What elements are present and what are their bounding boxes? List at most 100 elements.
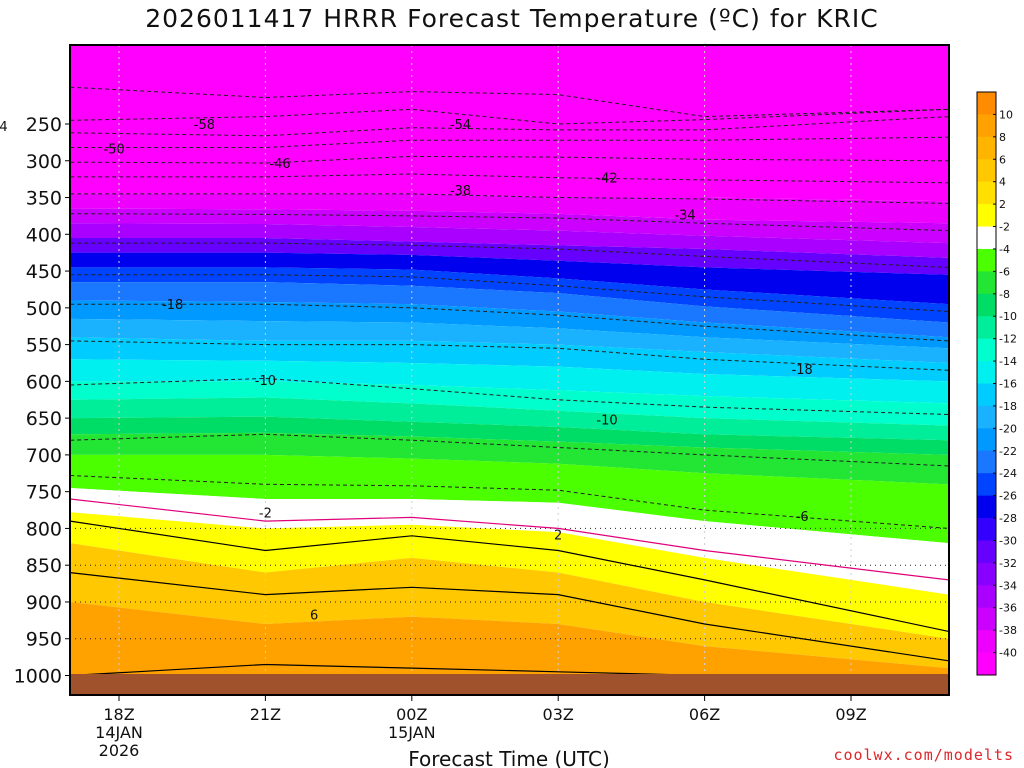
temperature-band <box>70 381 949 426</box>
temperature-band <box>70 359 949 404</box>
temperature-band <box>70 512 949 639</box>
colorbar-swatch <box>977 630 996 654</box>
temperature-band <box>70 237 949 275</box>
colorbar-swatch <box>977 405 996 429</box>
colorbar-swatch <box>977 293 996 317</box>
contour-label: -34 <box>674 208 695 223</box>
contour-line <box>70 155 949 164</box>
x-axis-title: Forecast Time (UTC) <box>408 747 610 768</box>
colorbar-label: 4 <box>999 176 1006 189</box>
colorbar-swatch <box>977 562 996 586</box>
temperature-band <box>70 252 949 305</box>
temperature-band <box>70 208 949 244</box>
colorbar-swatch <box>977 495 996 519</box>
surface-ground <box>70 674 949 695</box>
contour-label: -18 <box>162 298 183 313</box>
colorbar-swatch <box>977 338 996 362</box>
colorbar-label: -24 <box>999 467 1017 480</box>
contour-label: -46 <box>269 157 290 172</box>
colorbar-label: -8 <box>999 288 1010 301</box>
y-tick-label: 850 <box>26 555 62 577</box>
contour-line <box>70 303 949 342</box>
temperature-band <box>70 223 949 258</box>
contour-label: -50 <box>104 142 125 157</box>
contour-label: -58 <box>194 118 215 133</box>
y-axis: 250 300 350 400 450 500 550 600 650 700 750 800 850 9… <box>14 114 70 688</box>
temperature-band <box>70 318 949 363</box>
colorbar-label: -14 <box>999 355 1017 368</box>
colorbar-swatch <box>977 159 996 183</box>
colorbar-label: 2 <box>999 198 1006 211</box>
contour-label: 6 <box>310 608 318 623</box>
contour-line <box>70 340 949 371</box>
plot-frame <box>69 44 950 696</box>
colorbar-swatch <box>977 92 996 115</box>
temperature-band <box>70 416 949 455</box>
y-tick-label: 500 <box>26 298 62 320</box>
contour-line <box>70 475 949 529</box>
contour-label: -6 <box>796 510 809 525</box>
contour-label: -10 <box>596 414 617 429</box>
contour-line <box>70 86 949 118</box>
contour-label: -54 <box>0 120 8 135</box>
x-tick-label: 18Z <box>103 705 134 724</box>
colorbar-label: -10 <box>999 310 1017 323</box>
colorbar-swatch <box>977 114 996 138</box>
colorbar-label: -34 <box>999 579 1017 592</box>
y-tick-label: 300 <box>26 151 62 173</box>
temperature-band <box>70 397 949 441</box>
temperature-band <box>70 282 949 338</box>
contour-label: 2 <box>554 528 562 543</box>
colorbar-label: -28 <box>999 512 1017 525</box>
y-tick-label: 800 <box>26 518 62 540</box>
contour-line <box>70 193 949 204</box>
temperature-band <box>70 543 949 669</box>
temperature-band <box>70 432 949 485</box>
y-tick-label: 650 <box>26 408 62 430</box>
x-tick-label: 09Z <box>835 705 866 724</box>
contour-label: -18 <box>792 363 813 378</box>
x-tick-date: 14JAN <box>95 723 143 742</box>
contour-line <box>70 116 949 137</box>
colorbar-swatch <box>977 473 996 497</box>
contour-label: -54 <box>450 118 471 133</box>
y-tick-label: 600 <box>26 371 62 393</box>
contour-labels: -58 -54 -54 -50 -46 -42 -38 -34 -18 -18 -10 -10 -6 -2… <box>0 118 813 623</box>
colorbar-swatch <box>977 136 996 160</box>
y-tick-label: 400 <box>26 224 62 246</box>
y-tick-label: 450 <box>26 261 62 283</box>
contour-line <box>70 498 949 581</box>
colorbar-swatch <box>977 361 996 384</box>
colorbar-swatch <box>977 316 996 340</box>
colorbar-label: -4 <box>999 243 1010 256</box>
contour-line <box>70 173 949 184</box>
y-tick-label: 550 <box>26 335 62 357</box>
colorbar-swatch <box>977 248 996 272</box>
contour-label: -42 <box>596 172 617 187</box>
contour-label: -38 <box>450 184 471 199</box>
temperature-bands <box>70 45 949 694</box>
colorbar-swatch <box>977 518 996 541</box>
temperature-band <box>70 300 949 349</box>
y-tick-label: 1000 <box>14 666 62 688</box>
x-tick-label: 21Z <box>250 705 281 724</box>
contour-label: -2 <box>259 506 272 521</box>
contour-line <box>70 108 949 125</box>
colorbar-label: -32 <box>999 557 1017 570</box>
colorbar-label: -16 <box>999 378 1017 391</box>
contour-line <box>70 377 949 415</box>
colorbar-swatch <box>977 450 996 474</box>
contour-line <box>70 572 949 662</box>
colorbar: 10 8 6 4 2 -2 -4 -6 -8 -10 -12 -14 -16 -18 -20 -22 -24 -2… <box>976 91 1017 676</box>
credit-link[interactable]: coolwx.com/modelts <box>833 746 1014 764</box>
temperature-band <box>70 267 949 323</box>
colorbar-label: -36 <box>999 602 1017 615</box>
colorbar-label: -30 <box>999 534 1017 547</box>
colorbar-label: -40 <box>999 647 1017 660</box>
y-tick-label: 900 <box>26 592 62 614</box>
x-tick-year: 2026 <box>99 741 140 760</box>
colorbar-label: -2 <box>999 221 1010 234</box>
colorbar-label: 6 <box>999 153 1006 166</box>
x-tick-label: 03Z <box>543 705 574 724</box>
